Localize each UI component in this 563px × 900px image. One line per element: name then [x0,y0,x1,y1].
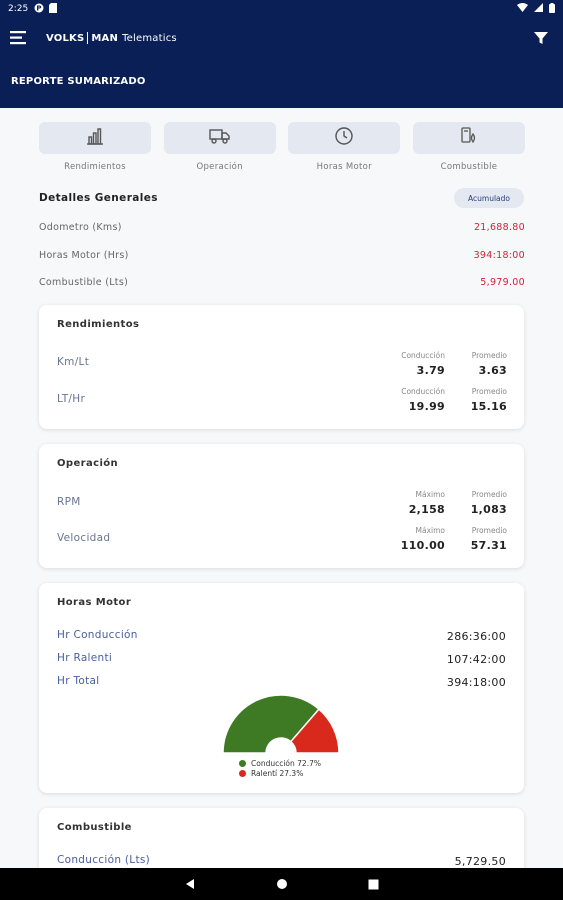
card-title: Combustible [57,822,132,833]
row-value: 21,688.80 [473,222,525,233]
col-value: 3.63 [478,364,507,377]
hours-label: Hr Ralenti [57,652,113,664]
tab-button[interactable] [288,122,401,154]
card-title: Rendimientos [57,319,140,330]
card-title: Horas Motor [57,597,132,608]
col-value: 110.00 [400,539,445,552]
row-value: 394:18:00 [473,250,525,261]
fuel-label: Conducción (Lts) [57,854,151,866]
report-content: Rendimientos Operación Horas Motor [0,108,563,868]
hours-value: 107:42:00 [446,653,506,666]
section-tabs: Rendimientos Operación Horas Motor [39,122,525,172]
legend-item: Ralentí 27.3% [239,769,303,778]
hours-value: 394:18:00 [446,676,506,689]
col-value: 57.31 [470,539,507,552]
legend-label: Ralentí 27.3% [251,769,304,778]
truck-icon [208,127,231,149]
col-value: 3.79 [416,364,445,377]
status-bar: 2:25 P [0,0,563,18]
hours-label: Hr Conducción [57,629,138,641]
tab-horas-motor[interactable]: Horas Motor [288,122,401,172]
tab-button[interactable] [163,122,276,154]
general-row-fuel: Combustible (Lts) 5,979.00 [39,277,525,288]
tab-button[interactable] [39,122,151,154]
legend-label: Conducción 72.7% [251,759,321,768]
col-value: 1,083 [470,503,507,516]
row-label: Horas Motor (Hrs) [39,250,129,261]
brand-right: MAN [91,32,119,44]
menu-icon[interactable] [10,30,28,46]
tab-label: Operación [196,162,243,172]
recents-icon[interactable] [368,875,379,894]
hours-donut-chart [222,694,340,754]
accumulated-badge[interactable]: Acumulado [454,188,524,208]
col-header: Promedio [471,387,507,396]
tab-label: Rendimientos [64,162,126,172]
col-value: 19.99 [408,400,445,413]
back-icon[interactable] [184,875,196,894]
tab-combustible[interactable]: Combustible [412,122,525,172]
app-bar: VOLKS MAN Telematics REPORTE SUMARIZADO [0,18,563,108]
brand-sub: Telematics [122,32,177,44]
pie-slice-conducción [222,694,321,754]
col-header: Promedio [471,351,507,360]
general-row-engine-hours: Horas Motor (Hrs) 394:18:00 [39,250,525,261]
tab-label: Combustible [440,162,498,172]
metric-label: Velocidad [57,532,111,544]
fuel-value: 5,729.50 [454,855,506,868]
col-header: Conducción [401,387,445,396]
cell-signal-icon [534,3,543,15]
metric-label: LT/Hr [57,393,86,405]
general-row-odometer: Odometro (Kms) 21,688.80 [39,222,525,233]
row-value: 5,979.00 [480,277,525,288]
fuel-icon [459,126,479,150]
bar-chart-icon [85,126,105,150]
tab-rendimientos[interactable]: Rendimientos [39,122,151,172]
hours-label: Hr Total [57,675,100,687]
pie-slice-ralentí [289,708,340,754]
legend-swatch [239,770,246,777]
combustible-card: Combustible Conducción (Lts) 5,729.50 [39,808,524,868]
col-value: 15.16 [470,400,507,413]
tab-button[interactable] [412,122,525,154]
app-notification-icon: P [34,3,44,16]
col-header: Máximo [415,526,445,535]
col-value: 2,158 [408,503,445,516]
horas-motor-card: Horas Motor Hr Conducción 286:36:00 Hr R… [39,583,524,793]
brand-left: VOLKS [46,32,85,44]
brand-logo: VOLKS MAN Telematics [46,32,177,44]
col-header: Conducción [401,351,445,360]
metric-label: Km/Lt [57,356,90,368]
page-title: REPORTE SUMARIZADO [11,76,146,87]
brand-separator [87,32,89,44]
legend-swatch [239,760,246,767]
battery-icon [549,2,555,16]
metric-label: RPM [57,496,81,508]
wifi-icon [517,3,528,15]
col-header: Máximo [415,490,445,499]
tab-operacion[interactable]: Operación [163,122,276,172]
filter-icon[interactable] [533,30,549,46]
svg-text:P: P [37,4,42,12]
col-header: Promedio [471,526,507,535]
clock-icon [334,126,354,150]
row-label: Odometro (Kms) [39,222,122,233]
card-title: Operación [57,458,119,469]
tab-label: Horas Motor [316,162,372,172]
legend-item: Conducción 72.7% [239,759,321,768]
general-details-title: Detalles Generales [39,192,158,204]
system-nav-bar [0,868,563,900]
rendimientos-card: Rendimientos Km/Lt Conducción 3.79 Prome… [39,305,524,429]
home-icon[interactable] [276,875,288,894]
sd-card-icon [49,2,58,16]
status-time: 2:25 [8,4,29,14]
operacion-card: Operación RPM Máximo 2,158 Promedio 1,08… [39,444,524,568]
row-label: Combustible (Lts) [39,277,129,288]
col-header: Promedio [471,490,507,499]
hours-value: 286:36:00 [446,630,506,643]
